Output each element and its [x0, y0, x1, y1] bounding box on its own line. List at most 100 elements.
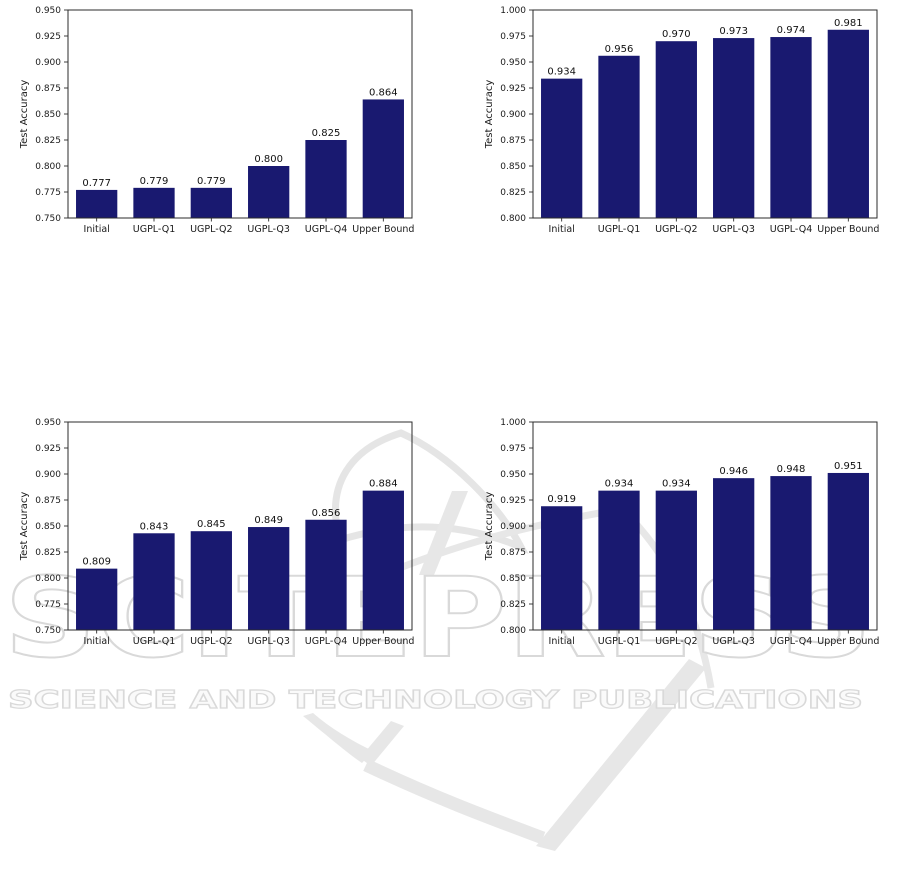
x-tick-label: UGPL-Q4: [770, 636, 812, 647]
x-tick-label: UGPL-Q2: [655, 636, 697, 647]
y-tick-label: 1.000: [500, 418, 526, 428]
y-tick-label: 0.950: [35, 6, 61, 16]
y-tick-label: 0.800: [500, 214, 526, 224]
bar-value-label: 0.919: [547, 494, 576, 505]
bar-UGPL-Q4: [770, 476, 812, 630]
chart-top-right: 0.800 0.825 0.850 0.875 0.900 0.925 0.950 0.975…: [465, 0, 915, 260]
bar-Upper Bound: [362, 490, 404, 630]
x-tick-label: UGPL-Q3: [247, 224, 289, 235]
bar-Initial: [76, 568, 118, 630]
y-tick-label: 0.975: [500, 32, 526, 42]
bar-Initial: [541, 78, 583, 218]
y-tick-label: 0.925: [35, 32, 61, 42]
x-tick-label: UGPL-Q1: [598, 636, 640, 647]
y-tick-label: 0.850: [35, 110, 61, 120]
y-tick-label: 0.800: [500, 626, 526, 636]
x-tick-label: UGPL-Q4: [305, 224, 347, 235]
x-tick-label: Upper Bound: [817, 224, 879, 235]
y-tick-label: 0.825: [35, 136, 61, 146]
y-tick-label: 0.875: [35, 84, 61, 94]
y-tick-label: 0.950: [500, 470, 526, 480]
y-tick-label: 0.925: [35, 444, 61, 454]
bar-Initial: [76, 189, 118, 218]
x-tick-label: Initial: [84, 636, 110, 647]
y-tick-label: 0.775: [35, 600, 61, 610]
plot-spines: [532, 9, 878, 219]
bar-UGPL-Q4: [305, 519, 347, 630]
watermark-logo-beak: [303, 713, 373, 763]
bar-value-label: 0.934: [662, 479, 691, 490]
bar-UGPL-Q4: [770, 37, 812, 218]
y-tick-label: 0.975: [500, 444, 526, 454]
bar-value-label: 0.974: [777, 25, 806, 36]
y-tick-label: 0.875: [500, 548, 526, 558]
chart-bottom-left: 0.750 0.775 0.800 0.825 0.850 0.875 0.900 0.925…: [0, 412, 450, 672]
bar-value-label: 0.956: [605, 44, 634, 55]
bar-value-label: 0.934: [605, 479, 634, 490]
y-tick-label: 0.825: [500, 188, 526, 198]
y-tick-label: 0.875: [500, 136, 526, 146]
bar-UGPL-Q1: [133, 533, 175, 630]
plot-spines: [67, 9, 413, 219]
x-tick-label: Initial: [84, 224, 110, 235]
y-tick-label: 0.850: [500, 574, 526, 584]
x-tick-label: UGPL-Q4: [770, 224, 812, 235]
y-axis-label: Test Accuracy: [484, 80, 495, 150]
x-tick-label: UGPL-Q3: [712, 636, 754, 647]
watermark-logo-check-arm: [536, 659, 706, 851]
y-tick-label: 0.900: [35, 470, 61, 480]
x-tick-label: UGPL-Q1: [133, 636, 175, 647]
y-tick-label: 0.825: [35, 548, 61, 558]
bar-value-label: 0.934: [547, 67, 576, 78]
y-tick-label: 1.000: [500, 6, 526, 16]
bar-UGPL-Q2: [190, 531, 232, 630]
bar-UGPL-Q2: [190, 187, 232, 218]
bar-chart-svg: 0.750 0.775 0.800 0.825 0.850 0.875 0.900 0.925…: [19, 418, 414, 647]
x-tick-label: UGPL-Q3: [247, 636, 289, 647]
y-tick-label: 0.900: [35, 58, 61, 68]
plot-spines: [67, 421, 413, 631]
x-tick-label: UGPL-Q4: [305, 636, 347, 647]
bar-UGPL-Q1: [598, 490, 640, 630]
y-tick-label: 0.800: [35, 162, 61, 172]
y-tick-label: 0.950: [500, 58, 526, 68]
bar-value-label: 0.809: [82, 557, 111, 568]
watermark-logo-beak-slash: [360, 721, 404, 766]
bar-value-label: 0.864: [369, 87, 398, 98]
y-tick-label: 0.850: [35, 522, 61, 532]
bar-Initial: [541, 506, 583, 630]
y-tick-label: 0.925: [500, 84, 526, 94]
y-axis-label: Test Accuracy: [19, 492, 30, 562]
x-tick-label: Upper Bound: [352, 636, 414, 647]
bar-value-label: 0.845: [197, 519, 226, 530]
bar-UGPL-Q4: [305, 140, 347, 218]
y-axis-label: Test Accuracy: [19, 80, 30, 150]
x-tick-label: UGPL-Q2: [190, 224, 232, 235]
x-tick-label: UGPL-Q3: [712, 224, 754, 235]
bar-UGPL-Q3: [713, 478, 755, 630]
bar-Upper Bound: [827, 29, 869, 219]
bar-chart-svg: 0.800 0.825 0.850 0.875 0.900 0.925 0.950 0.975…: [484, 6, 879, 235]
bar-value-label: 0.825: [312, 128, 341, 139]
bar-value-label: 0.779: [140, 176, 169, 187]
y-tick-label: 0.850: [500, 162, 526, 172]
y-tick-label: 0.875: [35, 496, 61, 506]
x-tick-label: Initial: [549, 224, 575, 235]
x-tick-label: UGPL-Q2: [655, 224, 697, 235]
bar-value-label: 0.779: [197, 176, 226, 187]
y-tick-label: 0.750: [35, 214, 61, 224]
bar-UGPL-Q2: [655, 41, 697, 219]
bar-UGPL-Q3: [248, 527, 290, 630]
x-tick-label: UGPL-Q1: [133, 224, 175, 235]
chart-top-left: 0.750 0.775 0.800 0.825 0.850 0.875 0.900 0.925…: [0, 0, 450, 260]
bar-Upper Bound: [827, 472, 869, 630]
bar-value-label: 0.970: [662, 29, 691, 40]
bar-UGPL-Q3: [248, 166, 290, 218]
y-tick-label: 0.775: [35, 188, 61, 198]
watermark-tagline-text: SCIENCE AND TECHNOLOGY PUBLICATIONS: [8, 685, 863, 714]
bar-chart-svg: 0.750 0.775 0.800 0.825 0.850 0.875 0.900 0.925…: [19, 6, 414, 235]
bar-value-label: 0.849: [254, 515, 283, 526]
bar-value-label: 0.800: [254, 154, 283, 165]
x-tick-label: Initial: [549, 636, 575, 647]
